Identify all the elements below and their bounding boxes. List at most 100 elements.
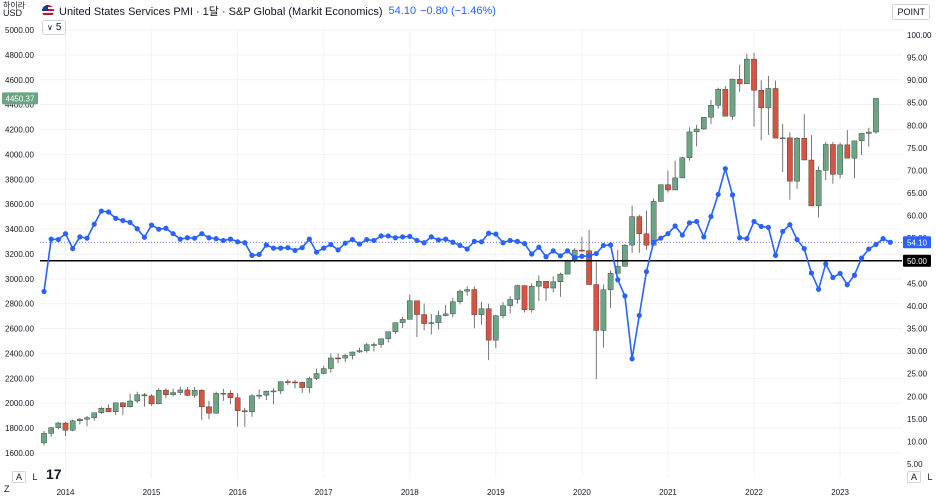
last-price-badge [2, 92, 38, 105]
pmi-point [665, 231, 671, 237]
candle-body [557, 273, 564, 282]
candle-body [550, 281, 557, 289]
pmi-point [321, 245, 327, 251]
left-tick-label: 4400.00 [5, 101, 34, 110]
pmi-point [349, 236, 355, 243]
candle-body [851, 140, 858, 159]
candle-body [55, 422, 62, 428]
candle-body [105, 408, 112, 413]
candle-body [758, 90, 764, 109]
indicator-toggle-button[interactable]: ∨ 5 [42, 20, 67, 35]
pmi-point [493, 231, 499, 237]
candle-body [715, 89, 721, 106]
candle-body [249, 395, 255, 412]
pmi-point [679, 232, 685, 238]
pmi-point [120, 217, 126, 224]
pmi-point [651, 239, 657, 245]
zoom-reset-button[interactable]: Z [4, 484, 10, 494]
pmi-point [866, 246, 872, 252]
candle-body [779, 137, 786, 140]
pmi-point [808, 270, 815, 276]
pmi-point [887, 239, 893, 245]
pmi-point [313, 249, 320, 255]
pmi-point [105, 209, 112, 215]
candle-body [844, 144, 851, 159]
pmi-point [851, 272, 858, 278]
pmi-point [206, 235, 212, 241]
candle-body [421, 314, 427, 324]
left-tick-label: 3200.00 [5, 250, 34, 259]
right-log-scale-button[interactable]: L [927, 472, 933, 482]
pmi-point [127, 219, 133, 226]
pmi-point [464, 246, 470, 252]
pmi-point [550, 248, 556, 254]
right-tick-label: 65.00 [907, 189, 928, 198]
candle-body [227, 393, 234, 398]
pmi-point [801, 245, 807, 252]
pmi-point [55, 236, 61, 243]
last-value-badge [903, 236, 931, 249]
pmi-point [364, 236, 370, 243]
pmi-point [658, 235, 664, 241]
candle-body [643, 233, 650, 246]
candle-body [822, 144, 829, 171]
pmi-point [536, 244, 542, 250]
indicator-count: 5 [55, 22, 62, 33]
pmi-point [450, 239, 456, 245]
candle-body [127, 400, 133, 407]
candle-body [672, 177, 678, 191]
right-tick-label: 75.00 [907, 144, 928, 153]
pmi-point [192, 235, 198, 241]
pmi-point [672, 223, 678, 229]
pmi-point [306, 236, 312, 242]
price-scale-mode-button[interactable]: POINT [892, 4, 930, 20]
candle-body [328, 357, 334, 369]
pmi-point [184, 235, 191, 241]
candle-body [292, 381, 298, 384]
reference-label: 50.00 [907, 257, 928, 266]
pmi-point [392, 235, 399, 241]
candle-body [112, 402, 119, 413]
pmi-point [794, 236, 800, 243]
pmi-point [722, 166, 728, 172]
candle-body [679, 157, 686, 179]
left-tick-label: 4000.00 [5, 150, 34, 159]
candle-body [191, 390, 198, 396]
candle-body [600, 289, 607, 331]
candle-body [636, 216, 643, 234]
candle-body [830, 144, 836, 175]
left-auto-scale-button[interactable]: A [12, 471, 27, 483]
pmi-point [737, 235, 743, 241]
right-tick-label: 90.00 [907, 76, 928, 85]
left-tick-label: 2800.00 [5, 300, 34, 309]
left-tick-label: 2400.00 [5, 349, 34, 358]
pmi-point [823, 261, 829, 267]
candle-body [378, 338, 384, 345]
pmi-point [227, 236, 234, 242]
candle-body [457, 290, 463, 302]
candle-body [41, 433, 47, 444]
right-auto-scale-button[interactable]: A [907, 471, 922, 483]
pmi-point [837, 270, 843, 277]
candle-body [77, 418, 83, 421]
value-change: −0.80 (−1.46%) [420, 5, 496, 17]
candle-body [428, 322, 435, 324]
left-tick-label: 4800.00 [5, 51, 34, 60]
pmi-point [844, 282, 850, 288]
chevron-down-icon: ∨ [47, 23, 53, 32]
pmi-point [385, 233, 391, 239]
pmi-point [84, 235, 90, 241]
pmi-point [787, 222, 793, 228]
pmi-point [765, 224, 771, 230]
pmi-point [421, 240, 427, 246]
pmi-point [708, 213, 714, 220]
candle-body [285, 381, 291, 383]
left-log-scale-button[interactable]: L [32, 472, 38, 482]
pmi-point [177, 236, 183, 242]
candle-body [363, 344, 370, 351]
pmi-point [579, 253, 585, 259]
candle-body [708, 105, 714, 118]
right-tick-label: 80.00 [907, 121, 928, 130]
chart-title[interactable]: United States Services PMI · 1달 · S&P Gl… [59, 6, 383, 18]
pmi-point [62, 231, 69, 237]
